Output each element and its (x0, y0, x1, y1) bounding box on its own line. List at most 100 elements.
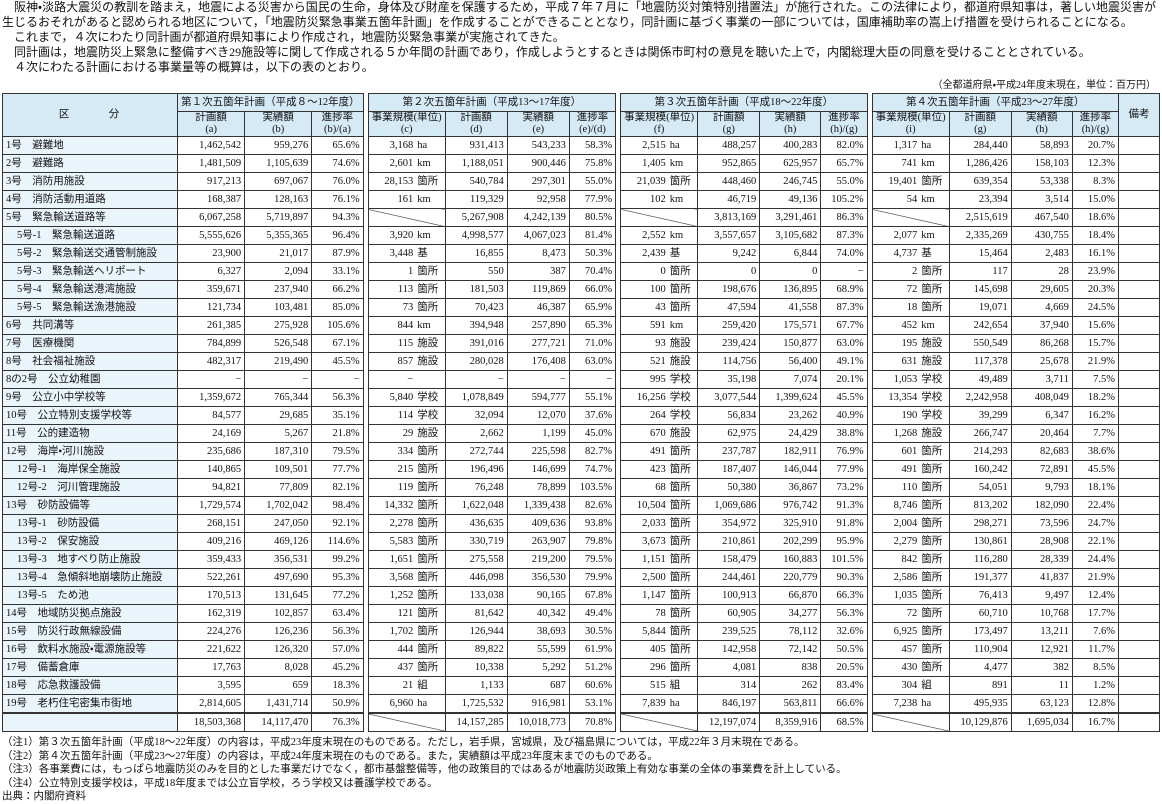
value-cell: 162,319 (177, 604, 246, 623)
unit-cell: ha (667, 694, 699, 714)
scale-cell: 2,278 (367, 514, 416, 533)
paragraph: 同計画は，地震防災上緊急に整備すべき29施設等に関して作成される５か年間の計画で… (14, 45, 1091, 59)
value-cell: 93.8% (568, 514, 617, 533)
scale-cell: 1,405 (620, 154, 668, 173)
value-cell: 359,671 (177, 280, 246, 299)
value-cell: 94,821 (177, 478, 246, 497)
unit-cell: 箇所 (919, 532, 950, 551)
scale-cell: 1,651 (367, 550, 416, 569)
value-cell: 99.2% (311, 550, 364, 569)
column-sub: (b)/(a) (324, 124, 351, 135)
value-cell: 131,645 (244, 586, 313, 605)
unit-cell: 施設 (919, 334, 950, 353)
unit-cell: 箇所 (919, 586, 950, 605)
value-cell: 3,595 (177, 676, 246, 695)
value-cell: 219,490 (244, 352, 313, 371)
scale-cell: 491 (871, 460, 920, 479)
value-cell: 49,489 (948, 370, 1012, 389)
unit-cell: 施設 (667, 334, 699, 353)
gap (363, 568, 369, 587)
value-cell: 96.4% (311, 226, 364, 245)
gap (867, 694, 873, 713)
scale-cell: 437 (367, 658, 416, 677)
scale-cell: 18 (871, 298, 920, 317)
scale-cell: 100 (620, 280, 668, 299)
unit-cell: 箇所 (919, 298, 950, 317)
value-cell: 62,975 (697, 424, 761, 443)
value-cell: 50,380 (697, 478, 761, 497)
value-cell: 140,865 (177, 460, 246, 479)
table-row: 16号 飲料水施設・電源施設等 221,622 126,320 57.0% 444 箇所 8… (1, 640, 1161, 659)
value-cell: 15.7% (1071, 334, 1119, 353)
remarks-cell (1117, 262, 1161, 281)
scale-cell: 195 (871, 334, 920, 353)
value-cell: 9,793 (1010, 478, 1073, 497)
unit-cell: 箇所 (667, 172, 699, 191)
gap (867, 172, 873, 191)
value-cell: 526,548 (244, 334, 313, 353)
value-cell: 1,286,426 (948, 154, 1012, 173)
gap (363, 460, 369, 479)
paragraph: ４次にわたる計画における事業量等の概算は，以下の表のとおり。 (14, 60, 374, 74)
row-label: 11号 公的建造物 (1, 424, 179, 443)
value-cell: 170,513 (177, 586, 246, 605)
unit-cell: 基 (667, 244, 699, 263)
unit-cell: 箇所 (919, 280, 950, 299)
table-row: 8の2号 公立幼稚園 − − − − − − −995 学校 35,198 7,074 20.1% 1,… (1, 370, 1161, 389)
column-header: 実績額 (e) (506, 111, 570, 137)
value-cell: 75.8% (568, 154, 617, 173)
empty-scale (620, 208, 699, 227)
value-cell: 70.4% (568, 262, 617, 281)
gap (363, 478, 369, 497)
value-cell: 24,169 (177, 424, 246, 443)
gap (363, 442, 369, 461)
gap (363, 190, 369, 209)
row-label: 5号-2 緊急輸送交通管制施設 (1, 244, 179, 263)
gap (615, 190, 621, 209)
gap (615, 208, 621, 227)
value-cell: 22.4% (1071, 496, 1119, 515)
unit-cell: km (667, 190, 699, 209)
unit-cell: 施設 (667, 352, 699, 371)
column-name: 実績額 (774, 112, 807, 124)
gap (615, 442, 621, 461)
row-label: 5号-1 緊急輸送道路 (1, 226, 179, 245)
scale-cell: 405 (620, 640, 668, 659)
value-cell: 235,686 (177, 442, 246, 461)
value-cell: 81.4% (568, 226, 617, 245)
scale-cell: 1,147 (620, 586, 668, 605)
value-cell: 1,431,714 (244, 694, 313, 714)
remarks-cell (1117, 496, 1161, 515)
unit-cell: 施設 (415, 334, 446, 353)
row-label: 13号 砂防設備等 (1, 496, 179, 515)
value-cell: 12,921 (1010, 640, 1073, 659)
value-cell: 79.5% (568, 550, 617, 569)
gap (867, 604, 873, 623)
value-cell: 150,877 (759, 334, 822, 353)
value-cell: 2,662 (444, 424, 508, 443)
remarks-cell (1117, 478, 1161, 497)
unit-cell: 施設 (667, 424, 699, 443)
total-row: 18,503,368 14,117,470 76.3% 14,157,285 10,01… (1, 712, 1161, 732)
value-cell: 65.3% (568, 316, 617, 335)
value-cell: 117,378 (948, 352, 1012, 371)
gap (363, 388, 369, 407)
value-cell: 60.6% (568, 676, 617, 695)
row-label: 5号-3 緊急輸送ヘリポート (1, 262, 179, 281)
value-cell: 20.1% (820, 370, 868, 389)
gap (363, 298, 369, 317)
unit-cell: 箇所 (667, 514, 699, 533)
column-header: 計画額 (d) (444, 111, 508, 137)
unit-cell: 箇所 (415, 568, 446, 587)
gap (615, 154, 621, 173)
gap (615, 136, 621, 155)
value-cell: 18.1% (1071, 478, 1119, 497)
row-label: 9号 公立小中学校等 (1, 388, 179, 407)
gap (363, 406, 369, 425)
value-cell: 29,605 (1010, 280, 1073, 299)
unit-cell: 箇所 (919, 550, 950, 569)
value-cell: 6,347 (1010, 406, 1073, 425)
value-cell: 81,642 (444, 604, 508, 623)
